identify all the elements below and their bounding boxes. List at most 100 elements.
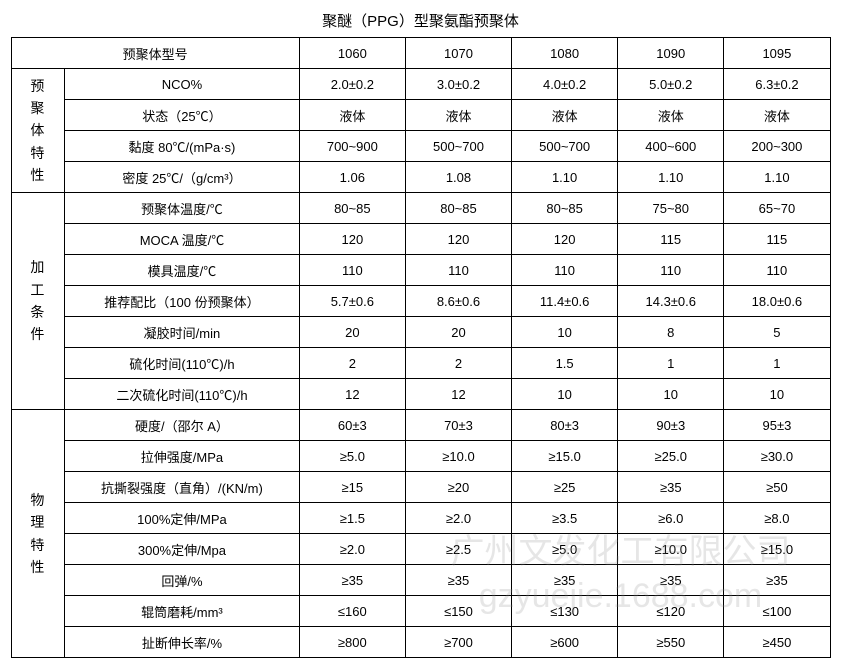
row-val: 4.0±0.2: [512, 69, 618, 100]
row-prop: 模具温度/℃: [65, 255, 300, 286]
row-val: 20: [299, 317, 405, 348]
row-val: 液体: [724, 100, 830, 131]
header-model-0: 1060: [299, 38, 405, 69]
row-prop: 扯断伸长率/%: [65, 627, 300, 658]
row-val: 10: [618, 379, 724, 410]
row-val: ≤100: [724, 596, 830, 627]
row-val: 20: [405, 317, 511, 348]
row-val: ≥600: [512, 627, 618, 658]
row-val: ≥700: [405, 627, 511, 658]
row-val: ≤130: [512, 596, 618, 627]
row-val: 2: [299, 348, 405, 379]
row-val: 110: [512, 255, 618, 286]
row-val: 1.10: [724, 162, 830, 193]
row-val: 60±3: [299, 410, 405, 441]
row-val: 120: [512, 224, 618, 255]
row-prop: 凝胶时间/min: [65, 317, 300, 348]
table-title: 聚醚（PPG）型聚氨酯预聚体: [11, 10, 831, 31]
row-val: ≥6.0: [618, 503, 724, 534]
row-val: ≥3.5: [512, 503, 618, 534]
header-model-4: 1095: [724, 38, 830, 69]
row-prop: 二次硫化时间(110℃)/h: [65, 379, 300, 410]
row-val: 6.3±0.2: [724, 69, 830, 100]
row-val: 液体: [512, 100, 618, 131]
row-prop: 100%定伸/MPa: [65, 503, 300, 534]
row-val: ≥800: [299, 627, 405, 658]
row-prop: 密度 25℃/（g/cm³）: [65, 162, 300, 193]
row-val: 115: [618, 224, 724, 255]
row-val: 80±3: [512, 410, 618, 441]
row-prop: 抗撕裂强度（直角）/(KN/m): [65, 472, 300, 503]
row-val: 5.7±0.6: [299, 286, 405, 317]
row-prop: 预聚体温度/℃: [65, 193, 300, 224]
row-val: ≥1.5: [299, 503, 405, 534]
row-val: 2: [405, 348, 511, 379]
row-val: 12: [299, 379, 405, 410]
row-val: 80~85: [512, 193, 618, 224]
row-val: ≥2.0: [405, 503, 511, 534]
row-val: ≥5.0: [299, 441, 405, 472]
row-val: 1.10: [618, 162, 724, 193]
row-val: 12: [405, 379, 511, 410]
row-val: ≥15.0: [512, 441, 618, 472]
row-val: ≥10.0: [618, 534, 724, 565]
row-val: 1: [724, 348, 830, 379]
row-val: ≥450: [724, 627, 830, 658]
row-prop: 推荐配比（100 份预聚体）: [65, 286, 300, 317]
row-prop: 拉伸强度/MPa: [65, 441, 300, 472]
spec-table: 预聚体型号10601070108010901095预聚体特性NCO%2.0±0.…: [11, 37, 831, 658]
header-model-2: 1080: [512, 38, 618, 69]
group-header-0: 预聚体特性: [11, 69, 65, 193]
row-prop: 状态（25℃）: [65, 100, 300, 131]
row-val: 500~700: [405, 131, 511, 162]
row-val: 90±3: [618, 410, 724, 441]
row-val: ≥15: [299, 472, 405, 503]
row-val: ≥25.0: [618, 441, 724, 472]
row-val: 1.5: [512, 348, 618, 379]
row-val: 11.4±0.6: [512, 286, 618, 317]
row-val: 液体: [405, 100, 511, 131]
row-val: ≥35: [512, 565, 618, 596]
row-val: 110: [618, 255, 724, 286]
row-val: 110: [299, 255, 405, 286]
row-val: 110: [405, 255, 511, 286]
row-val: ≥550: [618, 627, 724, 658]
row-val: 10: [512, 317, 618, 348]
row-val: 200~300: [724, 131, 830, 162]
row-val: ≥35: [405, 565, 511, 596]
header-model-1: 1070: [405, 38, 511, 69]
row-val: 10: [512, 379, 618, 410]
row-prop: 回弹/%: [65, 565, 300, 596]
row-val: 95±3: [724, 410, 830, 441]
row-val: ≤150: [405, 596, 511, 627]
row-prop: 300%定伸/Mpa: [65, 534, 300, 565]
row-val: ≤120: [618, 596, 724, 627]
header-model-label: 预聚体型号: [11, 38, 299, 69]
row-val: 5.0±0.2: [618, 69, 724, 100]
row-val: 80~85: [299, 193, 405, 224]
row-prop: 黏度 80℃/(mPa·s): [65, 131, 300, 162]
row-val: ≥8.0: [724, 503, 830, 534]
row-val: 10: [724, 379, 830, 410]
row-val: 3.0±0.2: [405, 69, 511, 100]
row-val: 1.10: [512, 162, 618, 193]
row-val: 18.0±0.6: [724, 286, 830, 317]
row-val: ≥50: [724, 472, 830, 503]
row-val: 110: [724, 255, 830, 286]
row-val: 1.08: [405, 162, 511, 193]
row-prop: 硬度/（邵尔 A）: [65, 410, 300, 441]
row-val: 8: [618, 317, 724, 348]
row-val: ≤160: [299, 596, 405, 627]
row-val: 14.3±0.6: [618, 286, 724, 317]
row-val: 80~85: [405, 193, 511, 224]
row-val: ≥2.5: [405, 534, 511, 565]
row-val: ≥5.0: [512, 534, 618, 565]
row-val: 2.0±0.2: [299, 69, 405, 100]
row-val: 5: [724, 317, 830, 348]
row-val: ≥20: [405, 472, 511, 503]
row-val: ≥30.0: [724, 441, 830, 472]
row-val: 115: [724, 224, 830, 255]
group-header-2: 物理特性: [11, 410, 65, 658]
row-val: 700~900: [299, 131, 405, 162]
row-prop: MOCA 温度/℃: [65, 224, 300, 255]
